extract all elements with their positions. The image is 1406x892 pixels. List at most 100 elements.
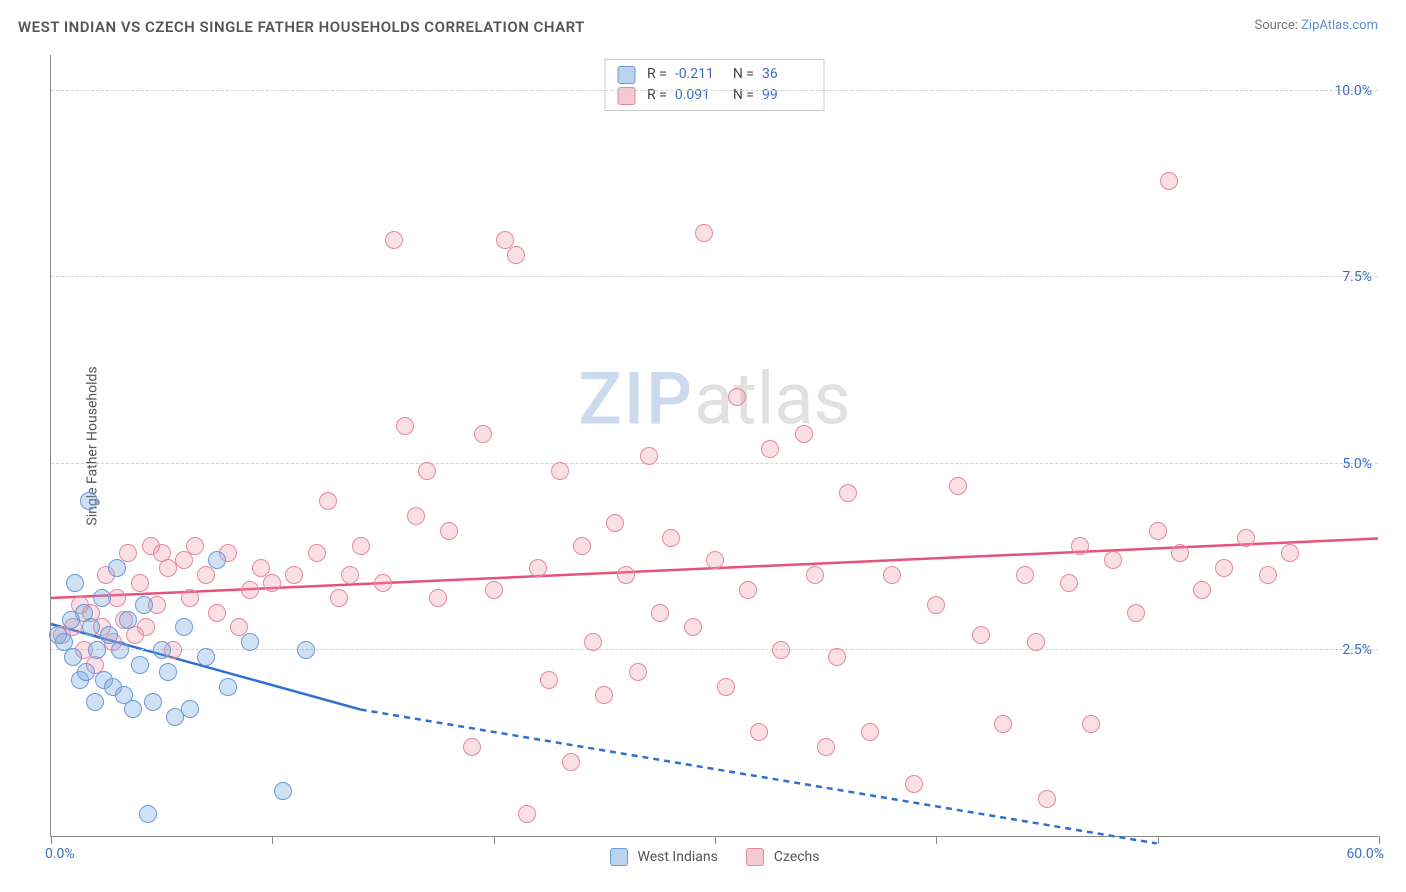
scatter-point [606, 514, 624, 532]
scatter-point [972, 626, 990, 644]
scatter-point [119, 611, 137, 629]
scatter-point [1149, 522, 1167, 540]
scatter-point [772, 641, 790, 659]
y-gridline [51, 276, 1378, 277]
legend-swatch-west-indian [610, 848, 628, 866]
y-tick-label: 2.5% [1342, 642, 1372, 658]
scatter-point [1060, 574, 1078, 592]
scatter-point [839, 484, 857, 502]
scatter-point [706, 551, 724, 569]
y-tick-label: 7.5% [1342, 269, 1372, 285]
scatter-point [573, 537, 591, 555]
scatter-point [1104, 551, 1122, 569]
scatter-point [137, 618, 155, 636]
scatter-point [139, 805, 157, 823]
scatter-point [562, 753, 580, 771]
n-value-west-indian: 36 [762, 64, 812, 85]
scatter-point [540, 671, 558, 689]
scatter-point [418, 462, 436, 480]
scatter-point [584, 633, 602, 651]
scatter-point [108, 559, 126, 577]
x-label-max: 60.0% [1346, 846, 1384, 862]
scatter-point [80, 492, 98, 510]
source-attribution: Source: ZipAtlas.com [1254, 18, 1378, 33]
scatter-point [806, 566, 824, 584]
scatter-point [131, 656, 149, 674]
scatter-point [124, 700, 142, 718]
scatter-point [197, 566, 215, 584]
r-value-czech: 0.091 [675, 85, 725, 106]
scatter-point [761, 440, 779, 458]
scatter-point [396, 417, 414, 435]
scatter-point [717, 678, 735, 696]
scatter-point [927, 596, 945, 614]
legend-label-west-indian: West Indians [638, 849, 718, 865]
scatter-point [1160, 172, 1178, 190]
scatter-point [795, 425, 813, 443]
legend-swatch-czech [746, 848, 764, 866]
scatter-point [662, 529, 680, 547]
scatter-point [1259, 566, 1277, 584]
scatter-point [108, 589, 126, 607]
scatter-point [407, 507, 425, 525]
scatter-point [1082, 715, 1100, 733]
scatter-point [175, 618, 193, 636]
n-label: N = [733, 85, 754, 106]
source-link[interactable]: ZipAtlas.com [1301, 18, 1378, 33]
scatter-point [1127, 604, 1145, 622]
scatter-point [529, 559, 547, 577]
scatter-point [1193, 581, 1211, 599]
scatter-point [883, 566, 901, 584]
scatter-point [374, 574, 392, 592]
x-tick [51, 836, 52, 844]
scatter-point [905, 775, 923, 793]
scatter-point [274, 782, 292, 800]
scatter-point [474, 425, 492, 443]
scatter-point [131, 574, 149, 592]
scatter-point [285, 566, 303, 584]
plot-area: Single Father Households ZIPatlas R = -0… [50, 55, 1378, 837]
scatter-point [1016, 566, 1034, 584]
legend-item-west-indian: West Indians [610, 848, 718, 866]
x-tick [936, 836, 937, 844]
scatter-point [197, 648, 215, 666]
y-tick-label: 10.0% [1334, 83, 1372, 99]
scatter-point [241, 633, 259, 651]
scatter-point [181, 700, 199, 718]
x-tick [272, 836, 273, 844]
scatter-point [817, 738, 835, 756]
scatter-point [208, 604, 226, 622]
scatter-point [861, 723, 879, 741]
scatter-point [341, 566, 359, 584]
n-value-czech: 99 [762, 85, 812, 106]
x-tick [715, 836, 716, 844]
scatter-point [263, 574, 281, 592]
stats-row-czech: R = 0.091 N = 99 [617, 85, 812, 106]
x-label-min: 0.0% [45, 846, 75, 862]
scatter-point [330, 589, 348, 607]
scatter-point [640, 447, 658, 465]
legend-label-czech: Czechs [774, 849, 820, 865]
y-tick-label: 5.0% [1342, 456, 1372, 472]
scatter-point [1281, 544, 1299, 562]
scatter-point [208, 551, 226, 569]
y-gridline [51, 463, 1378, 464]
scatter-point [440, 522, 458, 540]
scatter-point [135, 596, 153, 614]
scatter-point [308, 544, 326, 562]
scatter-point [1215, 559, 1233, 577]
scatter-point [551, 462, 569, 480]
scatter-point [463, 738, 481, 756]
scatter-point [949, 477, 967, 495]
r-label: R = [647, 64, 667, 85]
scatter-point [684, 618, 702, 636]
stats-row-west-indian: R = -0.211 N = 36 [617, 64, 812, 85]
chart-title: WEST INDIAN VS CZECH SINGLE FATHER HOUSE… [18, 18, 585, 36]
legend-item-czech: Czechs [746, 848, 820, 866]
scatter-point [385, 231, 403, 249]
bottom-legend: West Indians Czechs [610, 848, 820, 866]
source-prefix: Source: [1254, 18, 1301, 33]
scatter-point [219, 678, 237, 696]
scatter-point [186, 537, 204, 555]
scatter-point [241, 581, 259, 599]
